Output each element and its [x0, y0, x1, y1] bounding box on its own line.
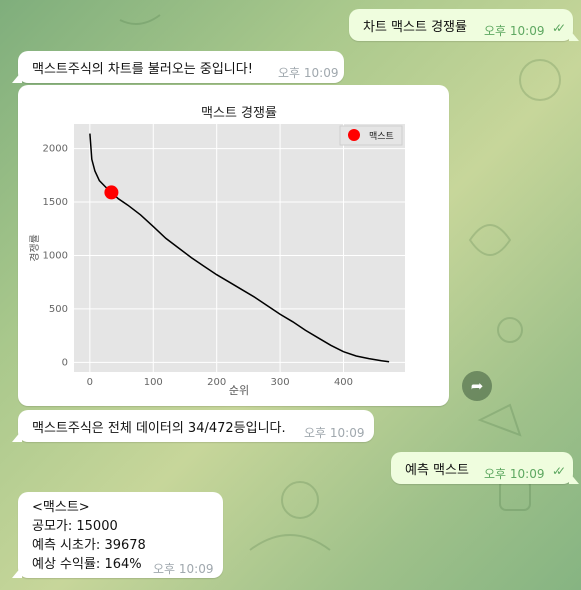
y-tick-label: 0	[62, 357, 68, 368]
grid	[74, 124, 405, 372]
x-tick-label: 200	[207, 377, 226, 388]
message-text: 맥스트주식은 전체 데이터의 34/472등입니다.	[32, 421, 286, 436]
series-points	[104, 185, 119, 200]
x-tick-label: 0	[87, 377, 93, 388]
incoming-message-loading: 맥스트주식의 차트를 불러오는 중입니다! 오후 10:09	[12, 51, 344, 83]
message-time: 오후 10:09	[304, 426, 365, 440]
message-time: 오후 10:09	[153, 562, 214, 576]
bubble-tail	[12, 566, 22, 578]
message-text: 차트 맥스트 경쟁률	[363, 20, 467, 35]
message-line: 공모가: 15000	[32, 519, 118, 534]
x-tick-label: 100	[144, 377, 163, 388]
competition-rate-chart: 맥스트 경쟁률 0 100 200 300 400 0 500 1000 1500 2000 순위…	[28, 106, 405, 397]
read-check-icon: ✓✓	[552, 464, 566, 478]
bubble-tail	[569, 472, 579, 484]
incoming-message-prediction: <맥스트> 공모가: 15000 예측 시초가: 39678 예상 수익률: 1…	[12, 492, 223, 578]
y-axis-label: 경쟁률	[28, 234, 41, 262]
legend: 맥스트	[339, 125, 403, 146]
x-tick-label: 400	[334, 377, 353, 388]
chart-title: 맥스트 경쟁률	[201, 106, 277, 121]
legend-label: 맥스트	[369, 131, 394, 142]
bubble-tail	[12, 71, 22, 83]
read-check-icon: ✓✓	[552, 21, 566, 35]
message-text: 예측 맥스트	[405, 463, 469, 478]
outgoing-message-predict-request: 예측 맥스트 오후 10:09 ✓✓	[391, 452, 579, 484]
message-text-block: <맥스트> 공모가: 15000 예측 시초가: 39678 예상 수익률: 1…	[32, 498, 146, 574]
y-tick-label: 1000	[43, 250, 68, 261]
maxst-point	[104, 185, 119, 200]
message-line: 예측 시초가: 39678	[32, 538, 146, 553]
message-time: 오후 10:09	[484, 24, 545, 38]
incoming-message-rank: 맥스트주식은 전체 데이터의 34/472등입니다. 오후 10:09	[12, 410, 374, 442]
x-tick-label: 300	[271, 377, 290, 388]
y-tick-label: 1500	[43, 197, 68, 208]
bubble-tail	[12, 430, 22, 442]
outgoing-message-chart-request: 차트 맥스트 경쟁률 오후 10:09 ✓✓	[349, 9, 579, 41]
message-line: <맥스트>	[32, 500, 90, 515]
x-axis-label: 순위	[229, 384, 249, 397]
axis-ticks: 0 100 200 300 400 0 500 1000 1500 2000	[43, 144, 353, 388]
message-text: 맥스트주식의 차트를 불러오는 중입니다!	[32, 62, 253, 77]
share-arrow-icon[interactable]: ➦	[462, 371, 492, 401]
y-tick-label: 500	[49, 304, 68, 315]
chart-image-message[interactable]: 맥스트 경쟁률 0 100 200 300 400 0 500 1000 1500 2000 순위…	[18, 85, 449, 406]
y-tick-label: 2000	[43, 144, 68, 155]
message-time: 오후 10:09	[484, 467, 545, 481]
message-line: 예상 수익률: 164%	[32, 557, 142, 572]
message-time: 오후 10:09	[278, 66, 339, 80]
bubble-tail	[569, 29, 579, 41]
legend-marker	[348, 129, 360, 141]
plot-area	[74, 124, 405, 372]
